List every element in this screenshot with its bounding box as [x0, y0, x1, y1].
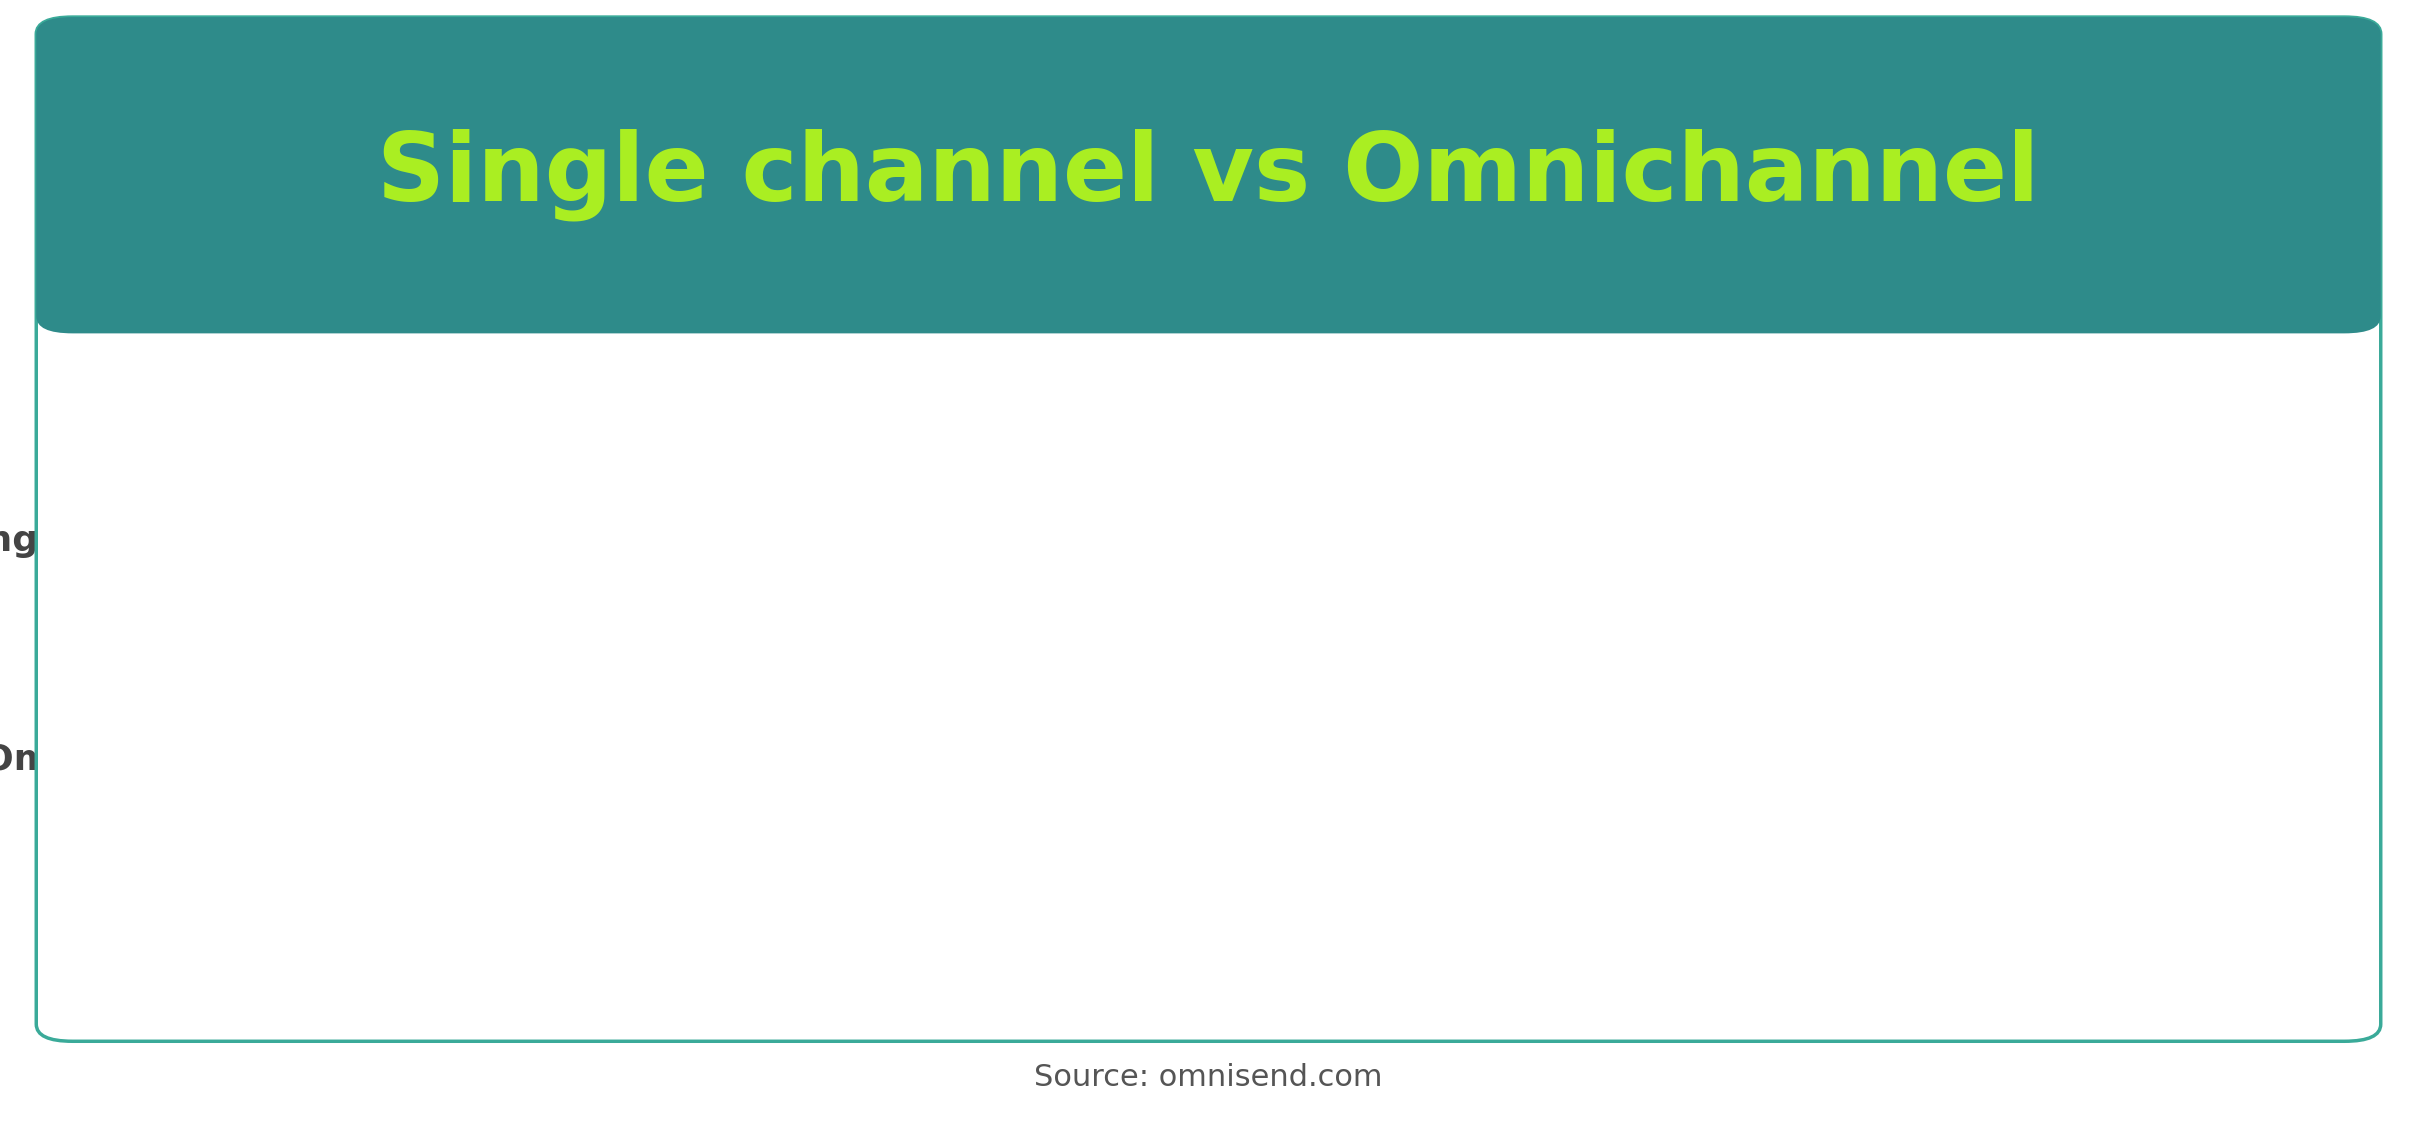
Text: Source: omnisend.com: Source: omnisend.com — [1034, 1064, 1383, 1092]
Bar — [495, 496, 747, 579]
Text: 0.83%: 0.83% — [2035, 739, 2161, 773]
Text: 0.14%: 0.14% — [793, 520, 918, 554]
Bar — [495, 715, 1989, 798]
Text: Single channel vs Omnichannel: Single channel vs Omnichannel — [377, 129, 2040, 222]
Title: Omnichannel order rate: Omnichannel order rate — [1117, 321, 1675, 363]
